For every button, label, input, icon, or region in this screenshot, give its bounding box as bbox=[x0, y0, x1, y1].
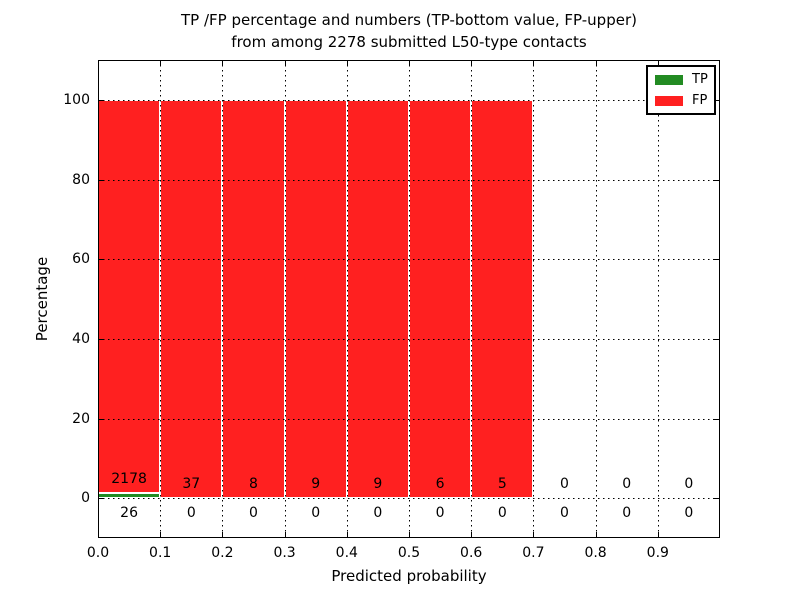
x-tick-mark bbox=[595, 60, 597, 66]
x-tick-mark bbox=[533, 532, 535, 538]
y-tick-label: 60 bbox=[72, 251, 90, 268]
x-tick-mark bbox=[471, 60, 473, 66]
fp-swatch-icon bbox=[655, 95, 683, 106]
gridline-v bbox=[657, 60, 659, 538]
tp-count-label: 0 bbox=[373, 505, 383, 522]
gridline-v bbox=[409, 60, 410, 538]
tp-count-label: 0 bbox=[435, 505, 445, 522]
x-tick-label: 0.6 bbox=[460, 545, 483, 561]
x-tick-label: 0.7 bbox=[522, 545, 545, 561]
x-tick-label: 0.9 bbox=[646, 545, 669, 561]
legend-label-fp: FP bbox=[692, 93, 708, 108]
fp-count-label: 37 bbox=[182, 476, 201, 493]
fp-bar bbox=[222, 99, 285, 499]
x-tick-mark bbox=[160, 532, 162, 538]
tp-count-label: 0 bbox=[497, 505, 507, 522]
y-tick-mark bbox=[98, 418, 104, 420]
y-tick-label: 20 bbox=[72, 410, 90, 427]
gridline-v bbox=[284, 60, 286, 538]
gridline-v bbox=[471, 60, 473, 538]
tp-swatch-icon bbox=[655, 74, 683, 85]
fp-count-label: 6 bbox=[435, 476, 445, 493]
x-tick-mark bbox=[284, 532, 286, 538]
x-tick-mark bbox=[657, 532, 659, 538]
fp-bar bbox=[471, 99, 534, 499]
fp-count-label: 0 bbox=[622, 476, 632, 493]
tp-count-label: 0 bbox=[560, 505, 569, 522]
x-tick-mark bbox=[346, 60, 348, 66]
x-tick-mark bbox=[471, 532, 473, 538]
x-tick-mark bbox=[160, 60, 162, 66]
y-tick-mark bbox=[714, 418, 720, 420]
x-tick-label: 0.2 bbox=[211, 545, 234, 561]
legend: TP FP bbox=[646, 65, 716, 115]
legend-item-fp: FP bbox=[655, 94, 707, 107]
x-tick-mark bbox=[284, 60, 286, 66]
x-tick-mark bbox=[595, 532, 597, 538]
x-axis-label: Predicted probability bbox=[331, 567, 487, 585]
tp-count-label: 0 bbox=[311, 505, 321, 522]
x-tick-label: 0.1 bbox=[149, 545, 172, 561]
fp-count-label: 8 bbox=[249, 476, 258, 493]
tp-count-label: 0 bbox=[249, 505, 258, 522]
legend-label-tp: TP bbox=[692, 72, 708, 87]
y-tick-mark bbox=[98, 179, 104, 181]
x-tick-mark bbox=[657, 60, 659, 66]
plot-area: 2178 26 37 0 8 0 9 0 9 0 6 0 5 0 0 0 0 0 0 0 TP FP bbox=[98, 60, 720, 538]
fp-count-label: 9 bbox=[373, 476, 383, 493]
tp-count-label: 26 bbox=[120, 505, 139, 522]
x-tick-label: 0.5 bbox=[397, 545, 421, 561]
y-tick-mark bbox=[98, 338, 104, 340]
chart-title-line2: from among 2278 submitted L50-type conta… bbox=[231, 33, 587, 51]
tp-count-label: 0 bbox=[186, 505, 196, 522]
x-tick-label: 0.3 bbox=[273, 545, 296, 561]
y-tick-mark bbox=[98, 498, 104, 500]
fp-bar bbox=[98, 99, 161, 494]
legend-item-tp: TP bbox=[655, 72, 708, 87]
fp-bar bbox=[160, 99, 223, 499]
x-tick-mark bbox=[409, 60, 410, 66]
y-tick-mark bbox=[98, 99, 104, 101]
fp-bar bbox=[346, 99, 409, 499]
fp-count-label: 0 bbox=[560, 476, 569, 493]
y-tick-label: 40 bbox=[72, 330, 90, 347]
gridline-v bbox=[533, 60, 535, 538]
y-tick-mark bbox=[714, 179, 720, 181]
x-tick-mark bbox=[409, 532, 410, 538]
y-tick-mark bbox=[714, 259, 720, 261]
y-tick-mark bbox=[714, 498, 720, 500]
gridline-v bbox=[160, 60, 162, 538]
x-tick-mark bbox=[222, 60, 224, 66]
tp-count-label: 0 bbox=[684, 505, 694, 522]
fp-count-label: 5 bbox=[497, 476, 507, 493]
fp-count-label: 9 bbox=[311, 476, 321, 493]
y-tick-mark bbox=[98, 259, 104, 261]
x-tick-label: 0.0 bbox=[86, 545, 110, 561]
x-tick-mark bbox=[346, 532, 348, 538]
y-tick-label: 80 bbox=[72, 171, 90, 188]
y-tick-label: 100 bbox=[63, 91, 90, 108]
x-tick-mark bbox=[222, 532, 224, 538]
gridline-v bbox=[222, 60, 224, 538]
y-axis-label: Percentage bbox=[33, 256, 51, 342]
tp-count-label: 0 bbox=[622, 505, 632, 522]
x-tick-mark bbox=[98, 532, 99, 538]
x-tick-mark bbox=[98, 60, 99, 66]
x-tick-label: 0.8 bbox=[584, 545, 607, 561]
x-tick-label: 0.4 bbox=[335, 545, 358, 561]
gridline-v bbox=[346, 60, 348, 538]
fp-count-label: 2178 bbox=[111, 471, 147, 488]
gridline-v bbox=[595, 60, 597, 538]
chart-title: TP /FP percentage and numbers (TP-bottom… bbox=[98, 9, 720, 53]
y-tick-mark bbox=[714, 338, 720, 340]
fp-bar bbox=[284, 99, 347, 499]
chart-title-line1: TP /FP percentage and numbers (TP-bottom… bbox=[181, 11, 637, 29]
fp-bar bbox=[409, 99, 472, 499]
y-tick-label: 0 bbox=[81, 490, 90, 507]
x-tick-mark bbox=[533, 60, 535, 66]
y-tick-mark bbox=[714, 99, 720, 101]
fp-count-label: 0 bbox=[684, 476, 694, 493]
